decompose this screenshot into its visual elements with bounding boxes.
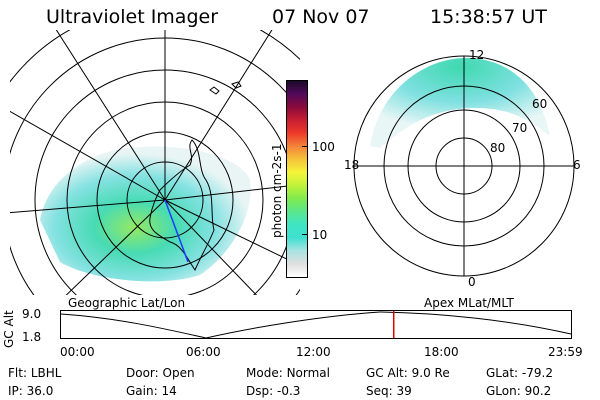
- time-tick-0000: 00:00: [60, 345, 95, 359]
- time-tick-1200: 12:00: [296, 345, 331, 359]
- apex-polar-plot: 12 18 6 0 60 70 80: [344, 48, 581, 288]
- apex-caption: Apex MLat/MLT: [424, 296, 514, 310]
- colorbar: [286, 80, 308, 278]
- colorbar-label-100: 100: [312, 140, 335, 154]
- info-dsp: Dsp: -0.3: [246, 384, 301, 398]
- time-tick-1800: 18:00: [424, 345, 459, 359]
- mlt-12-label: 12: [469, 48, 484, 62]
- colorbar-tick-100: [302, 146, 308, 147]
- instrument-title: Ultraviolet Imager: [46, 6, 219, 28]
- info-mode: Mode: Normal: [246, 366, 330, 380]
- mlat-80-label: 80: [490, 141, 505, 155]
- info-seq: Seq: 39: [366, 384, 412, 398]
- altitude-tick-high: 9.0: [22, 307, 42, 321]
- colorbar-tick-10: [302, 234, 308, 235]
- ground-track: [164, 199, 189, 263]
- date-label: 07 Nov 07: [272, 6, 370, 28]
- geo-aurora-image: [40, 146, 251, 282]
- info-glat: GLat: -79.2: [486, 366, 553, 380]
- apex-aurora-image: [370, 57, 550, 148]
- altitude-plot: [60, 310, 572, 339]
- altitude-curve: [60, 311, 572, 339]
- altitude-axis-label: GC Alt: [2, 310, 16, 348]
- colorbar-units: photon cm-2s-1: [270, 98, 284, 239]
- info-gc-alt: GC Alt: 9.0 Re: [366, 366, 450, 380]
- mlat-70-label: 70: [512, 121, 527, 135]
- info-ip: IP: 36.0: [8, 384, 54, 398]
- mlat-60-label: 60: [532, 97, 547, 111]
- mlt-18-label: 18: [344, 158, 359, 172]
- colorbar-gradient: [287, 81, 307, 277]
- coastline: [149, 139, 215, 272]
- mlt-0-label: 0: [468, 275, 476, 288]
- info-flt: Flt: LBHL: [8, 366, 62, 380]
- altitude-tick-low: 1.8: [22, 330, 42, 344]
- info-door: Door: Open: [126, 366, 195, 380]
- geographic-polar-plot: [10, 30, 300, 295]
- colorbar-units-text: photon cm-2s-1: [270, 143, 284, 239]
- colorbar-label-10: 10: [312, 228, 328, 242]
- time-tick-0600: 06:00: [186, 345, 221, 359]
- altitude-plot-frame: [60, 310, 572, 339]
- geographic-caption: Geographic Lat/Lon: [68, 296, 186, 310]
- info-glon: GLon: 90.2: [486, 384, 552, 398]
- info-gain: Gain: 14: [126, 384, 177, 398]
- time-tick-2359: 23:59: [548, 345, 583, 359]
- mlt-6-label: 6: [573, 158, 581, 172]
- time-label: 15:38:57 UT: [430, 6, 547, 28]
